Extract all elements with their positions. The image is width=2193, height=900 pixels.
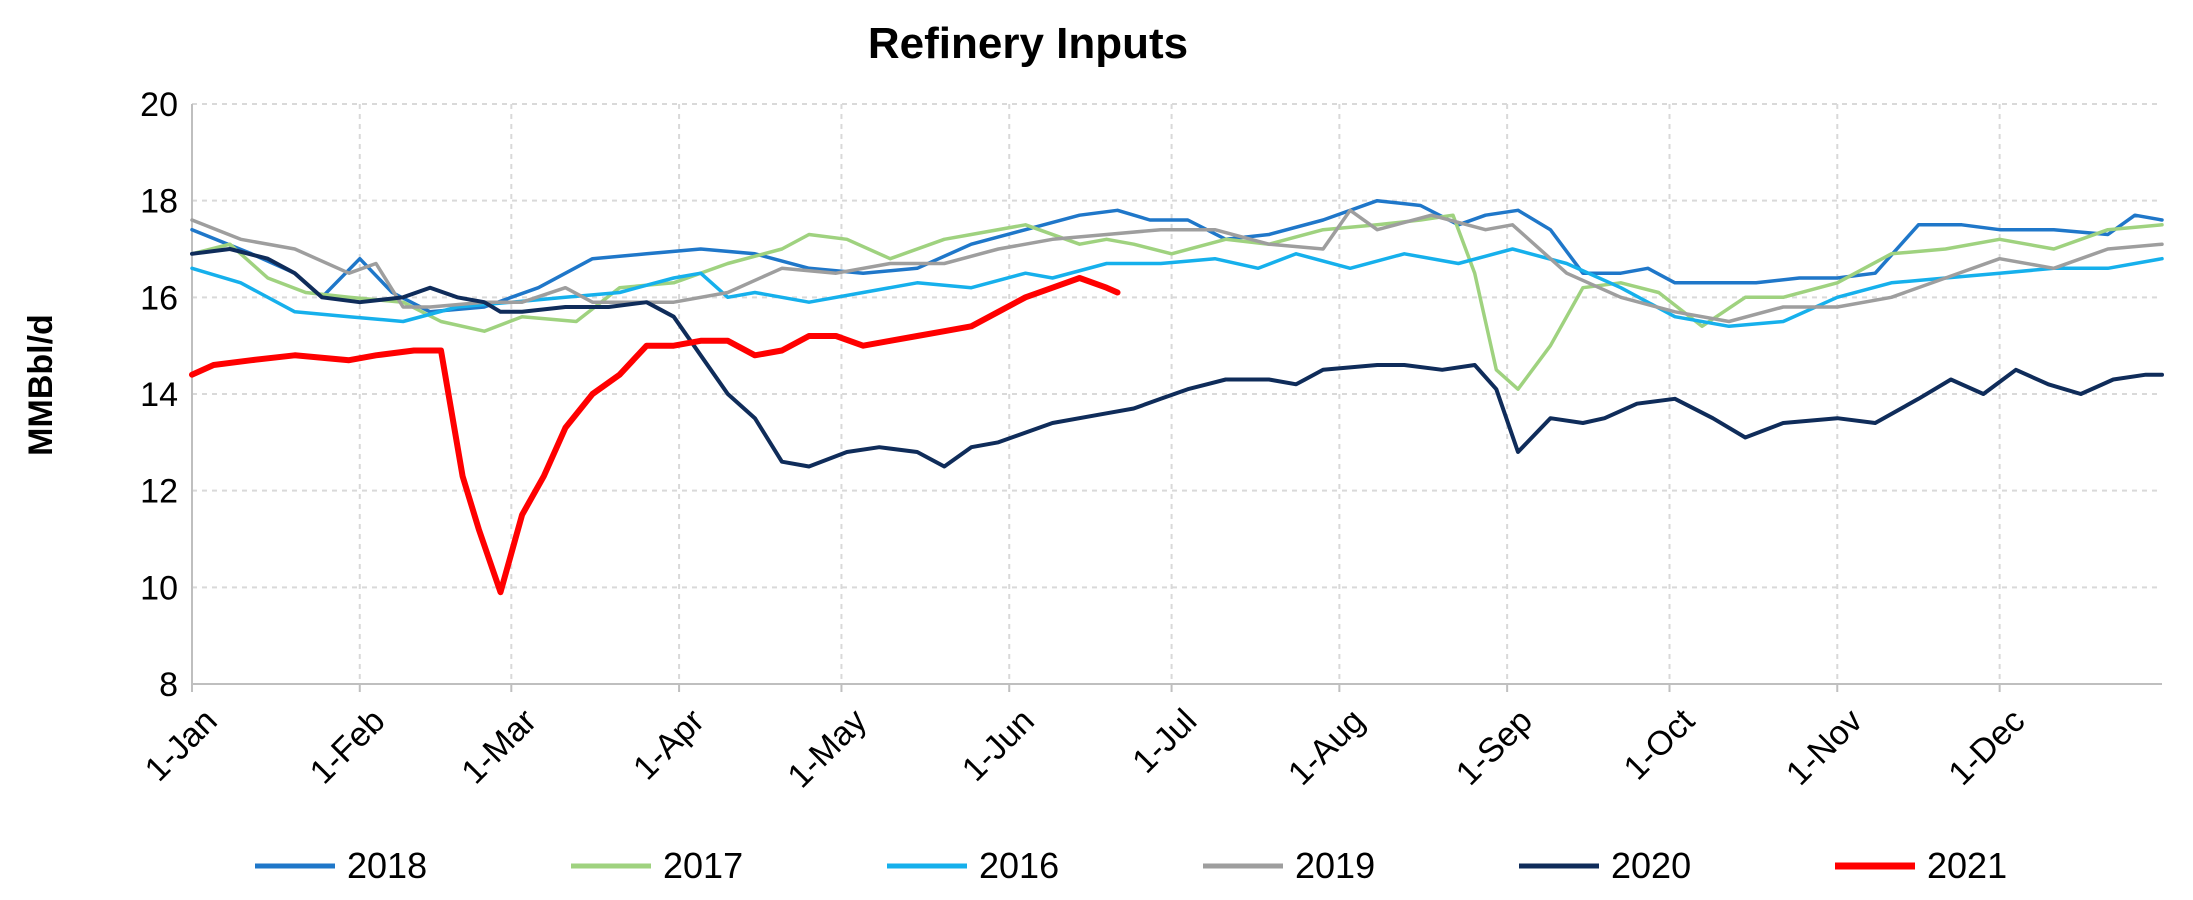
legend-label-2017: 2017: [663, 845, 743, 886]
series-line-2016: [190, 247, 2164, 329]
x-tick-label: 1-Mar: [454, 702, 544, 792]
legend-label-2021: 2021: [1927, 845, 2007, 886]
series-line-2020: [190, 247, 2164, 469]
y-tick-label: 20: [140, 86, 178, 124]
legend-label-2020: 2020: [1611, 845, 1691, 886]
chart-title: Refinery Inputs: [868, 19, 1188, 68]
y-tick-label: 16: [140, 279, 178, 317]
x-tick-label: 1-Jan: [138, 702, 225, 789]
legend: 2018 2017 2016 2019 2020 2021: [255, 845, 2007, 886]
axes: 8 10 12 14 16 18 20 1-Jan 1-Feb 1-Mar 1-Apr 1-May 1-…: [138, 86, 2162, 795]
y-tick-label: 8: [159, 666, 178, 704]
x-tick-label: 1-Nov: [1779, 702, 1870, 793]
y-tick-label: 10: [140, 569, 178, 607]
x-tick-label: 1-May: [780, 702, 874, 796]
y-axis-label: MMBbl/d: [22, 314, 60, 456]
y-tick-label: 14: [140, 376, 178, 414]
y-tick-label: 18: [140, 183, 178, 221]
x-tick-label: 1-Apr: [626, 702, 712, 788]
series-line-2019: [190, 208, 2164, 324]
legend-label-2016: 2016: [979, 845, 1059, 886]
x-tick-label: 1-Sep: [1449, 702, 1540, 793]
series-line-2018: [190, 198, 2164, 314]
x-tick-label: 1-Jul: [1125, 702, 1204, 781]
x-tick-label: 1-Dec: [1941, 702, 2032, 793]
series-line-2017: [190, 213, 2164, 391]
y-tick-label: 12: [140, 473, 178, 511]
series-lines: [189, 198, 2164, 596]
x-tick-label: 1-Feb: [303, 702, 393, 792]
legend-label-2019: 2019: [1295, 845, 1375, 886]
x-tick-label: 1-Jun: [955, 702, 1042, 789]
x-tick-label: 1-Aug: [1281, 702, 1372, 793]
legend-label-2018: 2018: [347, 845, 427, 886]
series-line-2021: [189, 275, 1121, 596]
x-tick-label: 1-Oct: [1616, 701, 1702, 787]
